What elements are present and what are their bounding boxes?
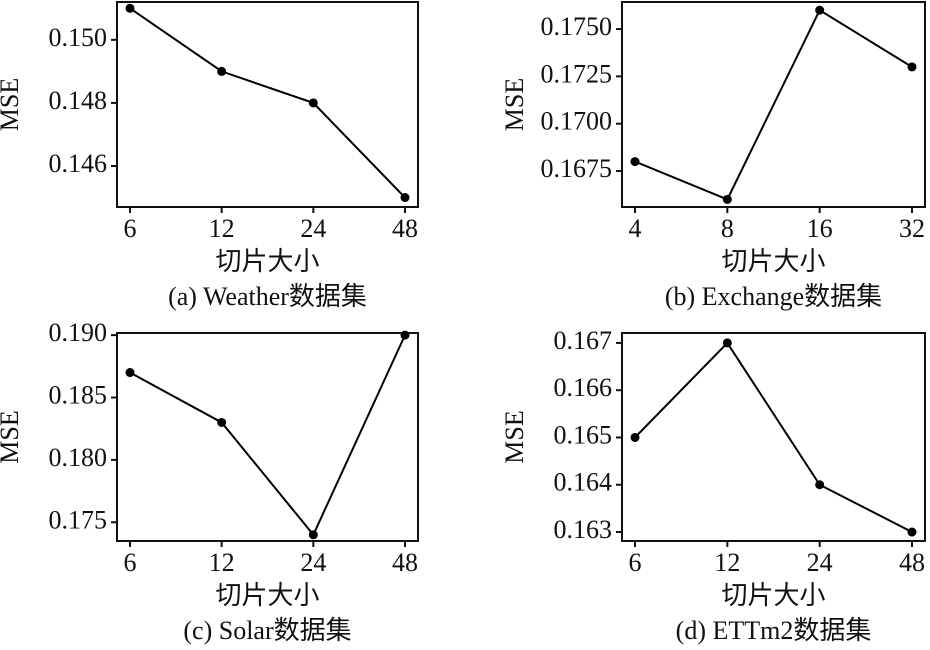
data-point	[400, 193, 410, 203]
y-tick-label: 0.148	[49, 86, 108, 115]
plot-frame	[621, 332, 926, 542]
y-tick-label: 0.175	[49, 505, 108, 534]
x-tick-label: 12	[714, 548, 740, 577]
x-tick-label: 16	[807, 214, 833, 243]
y-tick-label: 0.165	[554, 420, 613, 449]
x-tick-label: 24	[300, 214, 326, 243]
x-tick-label: 12	[209, 214, 235, 243]
y-tick-label: 0.185	[49, 380, 108, 409]
data-point	[308, 530, 318, 540]
subplot-caption: (d) ETTm2数据集	[676, 616, 872, 645]
x-axis-label: 切片大小	[215, 247, 319, 276]
data-point	[308, 98, 318, 108]
x-axis-label: 切片大小	[721, 247, 825, 276]
y-tick-label: 0.190	[49, 318, 108, 347]
plot-frame	[116, 1, 419, 208]
data-point	[630, 157, 640, 167]
y-tick-label: 0.1700	[541, 107, 613, 136]
x-tick-label: 12	[209, 548, 235, 577]
y-axis-label: MSE	[0, 410, 24, 463]
y-tick-label: 0.167	[554, 326, 613, 355]
x-tick-label: 48	[392, 214, 418, 243]
y-tick-label: 0.150	[49, 23, 108, 52]
data-point	[722, 338, 732, 348]
subplot-caption: (c) Solar数据集	[183, 616, 351, 645]
x-tick-label: 24	[807, 548, 833, 577]
x-axis-label: 切片大小	[721, 581, 825, 610]
x-tick-label: 48	[392, 548, 418, 577]
x-tick-label: 6	[124, 214, 137, 243]
x-tick-label: 8	[721, 214, 734, 243]
data-point	[907, 62, 917, 72]
plot-frame	[116, 332, 419, 542]
y-tick-label: 0.166	[554, 373, 613, 402]
y-tick-label: 0.1675	[541, 154, 613, 183]
y-axis-label: MSE	[500, 78, 529, 131]
x-tick-label: 6	[124, 548, 137, 577]
data-point	[815, 5, 825, 15]
data-line	[634, 8, 913, 201]
data-point	[217, 66, 227, 76]
x-tick-label: 6	[629, 548, 642, 577]
data-point	[907, 527, 917, 537]
data-point	[400, 330, 410, 340]
y-tick-label: 0.146	[49, 149, 108, 178]
y-tick-label: 0.1750	[541, 12, 613, 41]
y-tick-label: 0.180	[49, 443, 108, 472]
y-tick-label: 0.163	[554, 515, 613, 544]
subplot-caption: (a) Weather数据集	[168, 282, 367, 311]
x-axis-label: 切片大小	[215, 581, 319, 610]
plot-frame	[621, 1, 926, 208]
x-tick-label: 48	[899, 548, 925, 577]
data-point	[125, 368, 135, 378]
subplot-caption: (b) Exchange数据集	[665, 282, 882, 311]
data-point	[630, 432, 640, 442]
data-point	[125, 3, 135, 13]
y-tick-label: 0.164	[554, 468, 613, 497]
data-line	[634, 341, 913, 533]
y-axis-label: MSE	[500, 410, 529, 463]
data-line	[129, 334, 406, 537]
data-point	[217, 417, 227, 427]
x-tick-label: 32	[899, 214, 925, 243]
data-point	[815, 480, 825, 490]
x-tick-label: 4	[629, 214, 642, 243]
data-point	[722, 194, 732, 204]
y-tick-label: 0.1725	[541, 59, 613, 88]
x-tick-label: 24	[300, 548, 326, 577]
y-axis-label: MSE	[0, 78, 24, 131]
data-line	[129, 7, 406, 199]
